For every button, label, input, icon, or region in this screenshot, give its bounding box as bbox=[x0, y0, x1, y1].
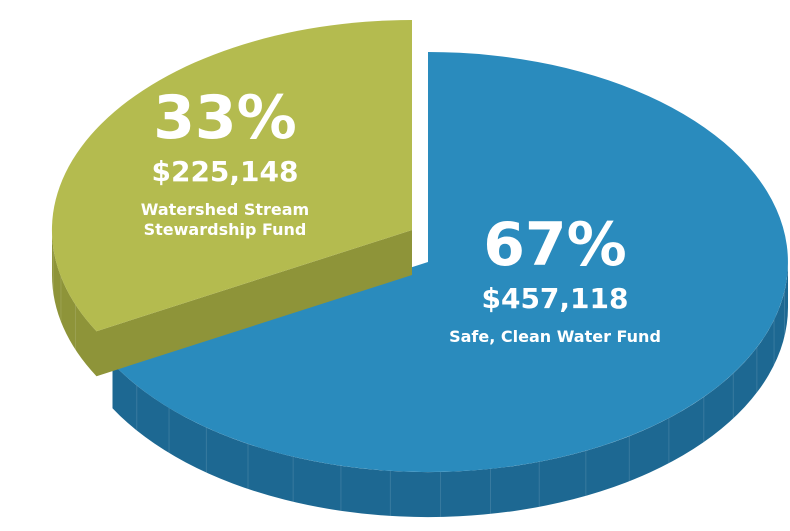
slice bbox=[51, 20, 412, 332]
slice-percent: 67% bbox=[483, 210, 627, 280]
slice bbox=[112, 52, 788, 472]
slice-amount: $225,148 bbox=[151, 155, 299, 188]
slice-name: Watershed Stream Stewardship Fund bbox=[140, 200, 310, 239]
slice-wall bbox=[51, 230, 97, 377]
slice-wall bbox=[112, 262, 789, 518]
slice-percent: 33% bbox=[153, 83, 297, 153]
slice-side bbox=[96, 230, 412, 377]
slice-amount: $457,118 bbox=[481, 282, 629, 315]
slice-name: Safe, Clean Water Fund bbox=[449, 327, 661, 346]
